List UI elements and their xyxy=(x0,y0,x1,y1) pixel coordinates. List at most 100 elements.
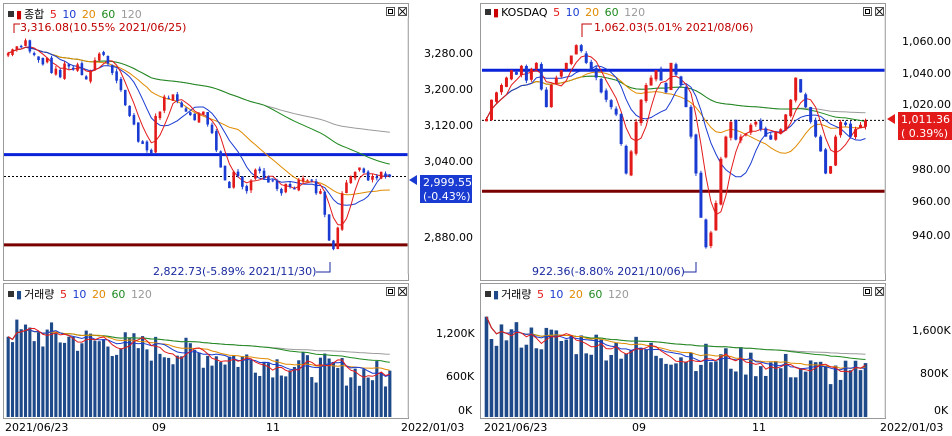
panel-handle-icon[interactable] xyxy=(8,291,14,297)
ma10-label: 10 xyxy=(72,288,87,301)
kospi-x-axis: 2021/06/23 09 11 2022/01/03 xyxy=(5,421,464,434)
volume-bar xyxy=(379,372,383,417)
candle-body xyxy=(154,115,157,153)
candle-body xyxy=(353,171,357,179)
candle-body xyxy=(639,99,643,124)
y-tick-label: 960.00 xyxy=(912,195,951,208)
kosdaq-chart-marks xyxy=(482,14,886,417)
volume-bar xyxy=(349,377,353,417)
volume-bar xyxy=(301,352,305,417)
candle-body xyxy=(579,45,583,52)
volume-bar xyxy=(848,370,853,417)
maximize-icon[interactable] xyxy=(863,7,872,16)
candle-body xyxy=(245,186,249,192)
candle-body xyxy=(193,113,196,121)
volume-bar xyxy=(58,342,62,417)
volume-bar xyxy=(753,376,758,417)
kospi-high-marker xyxy=(13,23,20,33)
volume-bar xyxy=(579,335,584,417)
volume-bar xyxy=(10,342,15,417)
volume-bar xyxy=(724,348,728,417)
kosdaq-x-axis: 2021/06/23 09 11 2022/01/03 xyxy=(484,421,943,434)
close-icon[interactable] xyxy=(875,287,884,296)
candle-body xyxy=(779,129,783,134)
candle-body xyxy=(794,77,798,101)
candle-body xyxy=(834,136,838,166)
close-icon[interactable] xyxy=(398,7,407,16)
maximize-icon[interactable] xyxy=(386,7,395,16)
candle-body xyxy=(709,232,713,247)
volume-bar xyxy=(292,366,296,417)
volume-bar xyxy=(694,371,698,417)
volume-bar xyxy=(275,359,279,417)
volume-bar xyxy=(184,337,188,417)
volume-bar xyxy=(110,356,114,417)
volume-bar xyxy=(6,336,10,417)
candle-body xyxy=(358,167,361,171)
volume-bar xyxy=(19,329,23,417)
kospi-chart-marks xyxy=(4,18,409,417)
y-tick-label: 3,120.00 xyxy=(424,119,473,132)
volume-bar xyxy=(549,329,554,417)
volume-bar xyxy=(664,363,668,417)
volume-bar xyxy=(193,349,197,417)
candle-body xyxy=(724,136,728,158)
volume-bar xyxy=(818,361,823,417)
volume-bar xyxy=(271,377,275,417)
volume-bar xyxy=(297,360,301,417)
volume-bar xyxy=(80,343,84,417)
candle-body xyxy=(734,119,738,140)
y-tick-label: 940.00 xyxy=(912,229,951,242)
close-icon[interactable] xyxy=(398,287,407,296)
candle-body xyxy=(197,113,201,123)
volume-bar xyxy=(214,356,218,417)
x-tick-label: 2022/01/03 xyxy=(401,421,464,434)
volume-bar xyxy=(28,327,32,417)
candle-body xyxy=(754,121,758,125)
volume-bar xyxy=(614,342,618,417)
candle-body xyxy=(539,64,543,90)
volume-bar xyxy=(828,384,833,417)
kosdaq-low-marker xyxy=(684,262,697,273)
volume-bar xyxy=(574,354,579,417)
kospi-low-marker xyxy=(316,262,331,273)
candle-body xyxy=(589,61,593,71)
close-icon[interactable] xyxy=(875,7,884,16)
candle-body xyxy=(375,176,379,179)
volume-bar xyxy=(604,360,608,417)
maximize-icon[interactable] xyxy=(386,287,395,296)
maximize-icon[interactable] xyxy=(863,287,872,296)
volume-bar xyxy=(227,356,231,417)
candle-body xyxy=(50,57,53,73)
candle-body xyxy=(284,183,288,193)
candle-body xyxy=(149,149,153,154)
panel-handle-icon[interactable] xyxy=(485,291,491,297)
volume-bar xyxy=(798,368,803,417)
volume-bar xyxy=(249,360,253,417)
candle-body xyxy=(336,227,340,250)
volume-bar xyxy=(813,362,818,417)
candle-body xyxy=(569,55,573,64)
volume-bar xyxy=(783,353,788,417)
volume-bar xyxy=(123,332,127,417)
candle-body xyxy=(534,62,538,69)
candle-body xyxy=(119,79,123,91)
volume-bar xyxy=(119,348,123,417)
candle-body xyxy=(123,89,127,106)
ma5-label: 5 xyxy=(553,6,561,19)
panel-handle-icon[interactable] xyxy=(8,11,14,17)
candle-body xyxy=(163,96,166,111)
candle-body xyxy=(54,68,58,75)
kosdaq-current-tag xyxy=(898,112,952,140)
candle-body xyxy=(559,70,563,77)
volume-bar xyxy=(524,344,529,417)
panel-handle-icon[interactable] xyxy=(485,9,491,15)
volume-bar xyxy=(554,330,559,417)
kospi-current-change: (-0.43%) xyxy=(423,190,471,203)
candle-body xyxy=(15,46,19,50)
volume-label: 거래량 xyxy=(501,288,532,301)
volume-label: 거래량 xyxy=(24,288,55,301)
candle-body xyxy=(71,67,75,70)
candle-body xyxy=(136,122,140,142)
volume-bar xyxy=(71,336,75,417)
